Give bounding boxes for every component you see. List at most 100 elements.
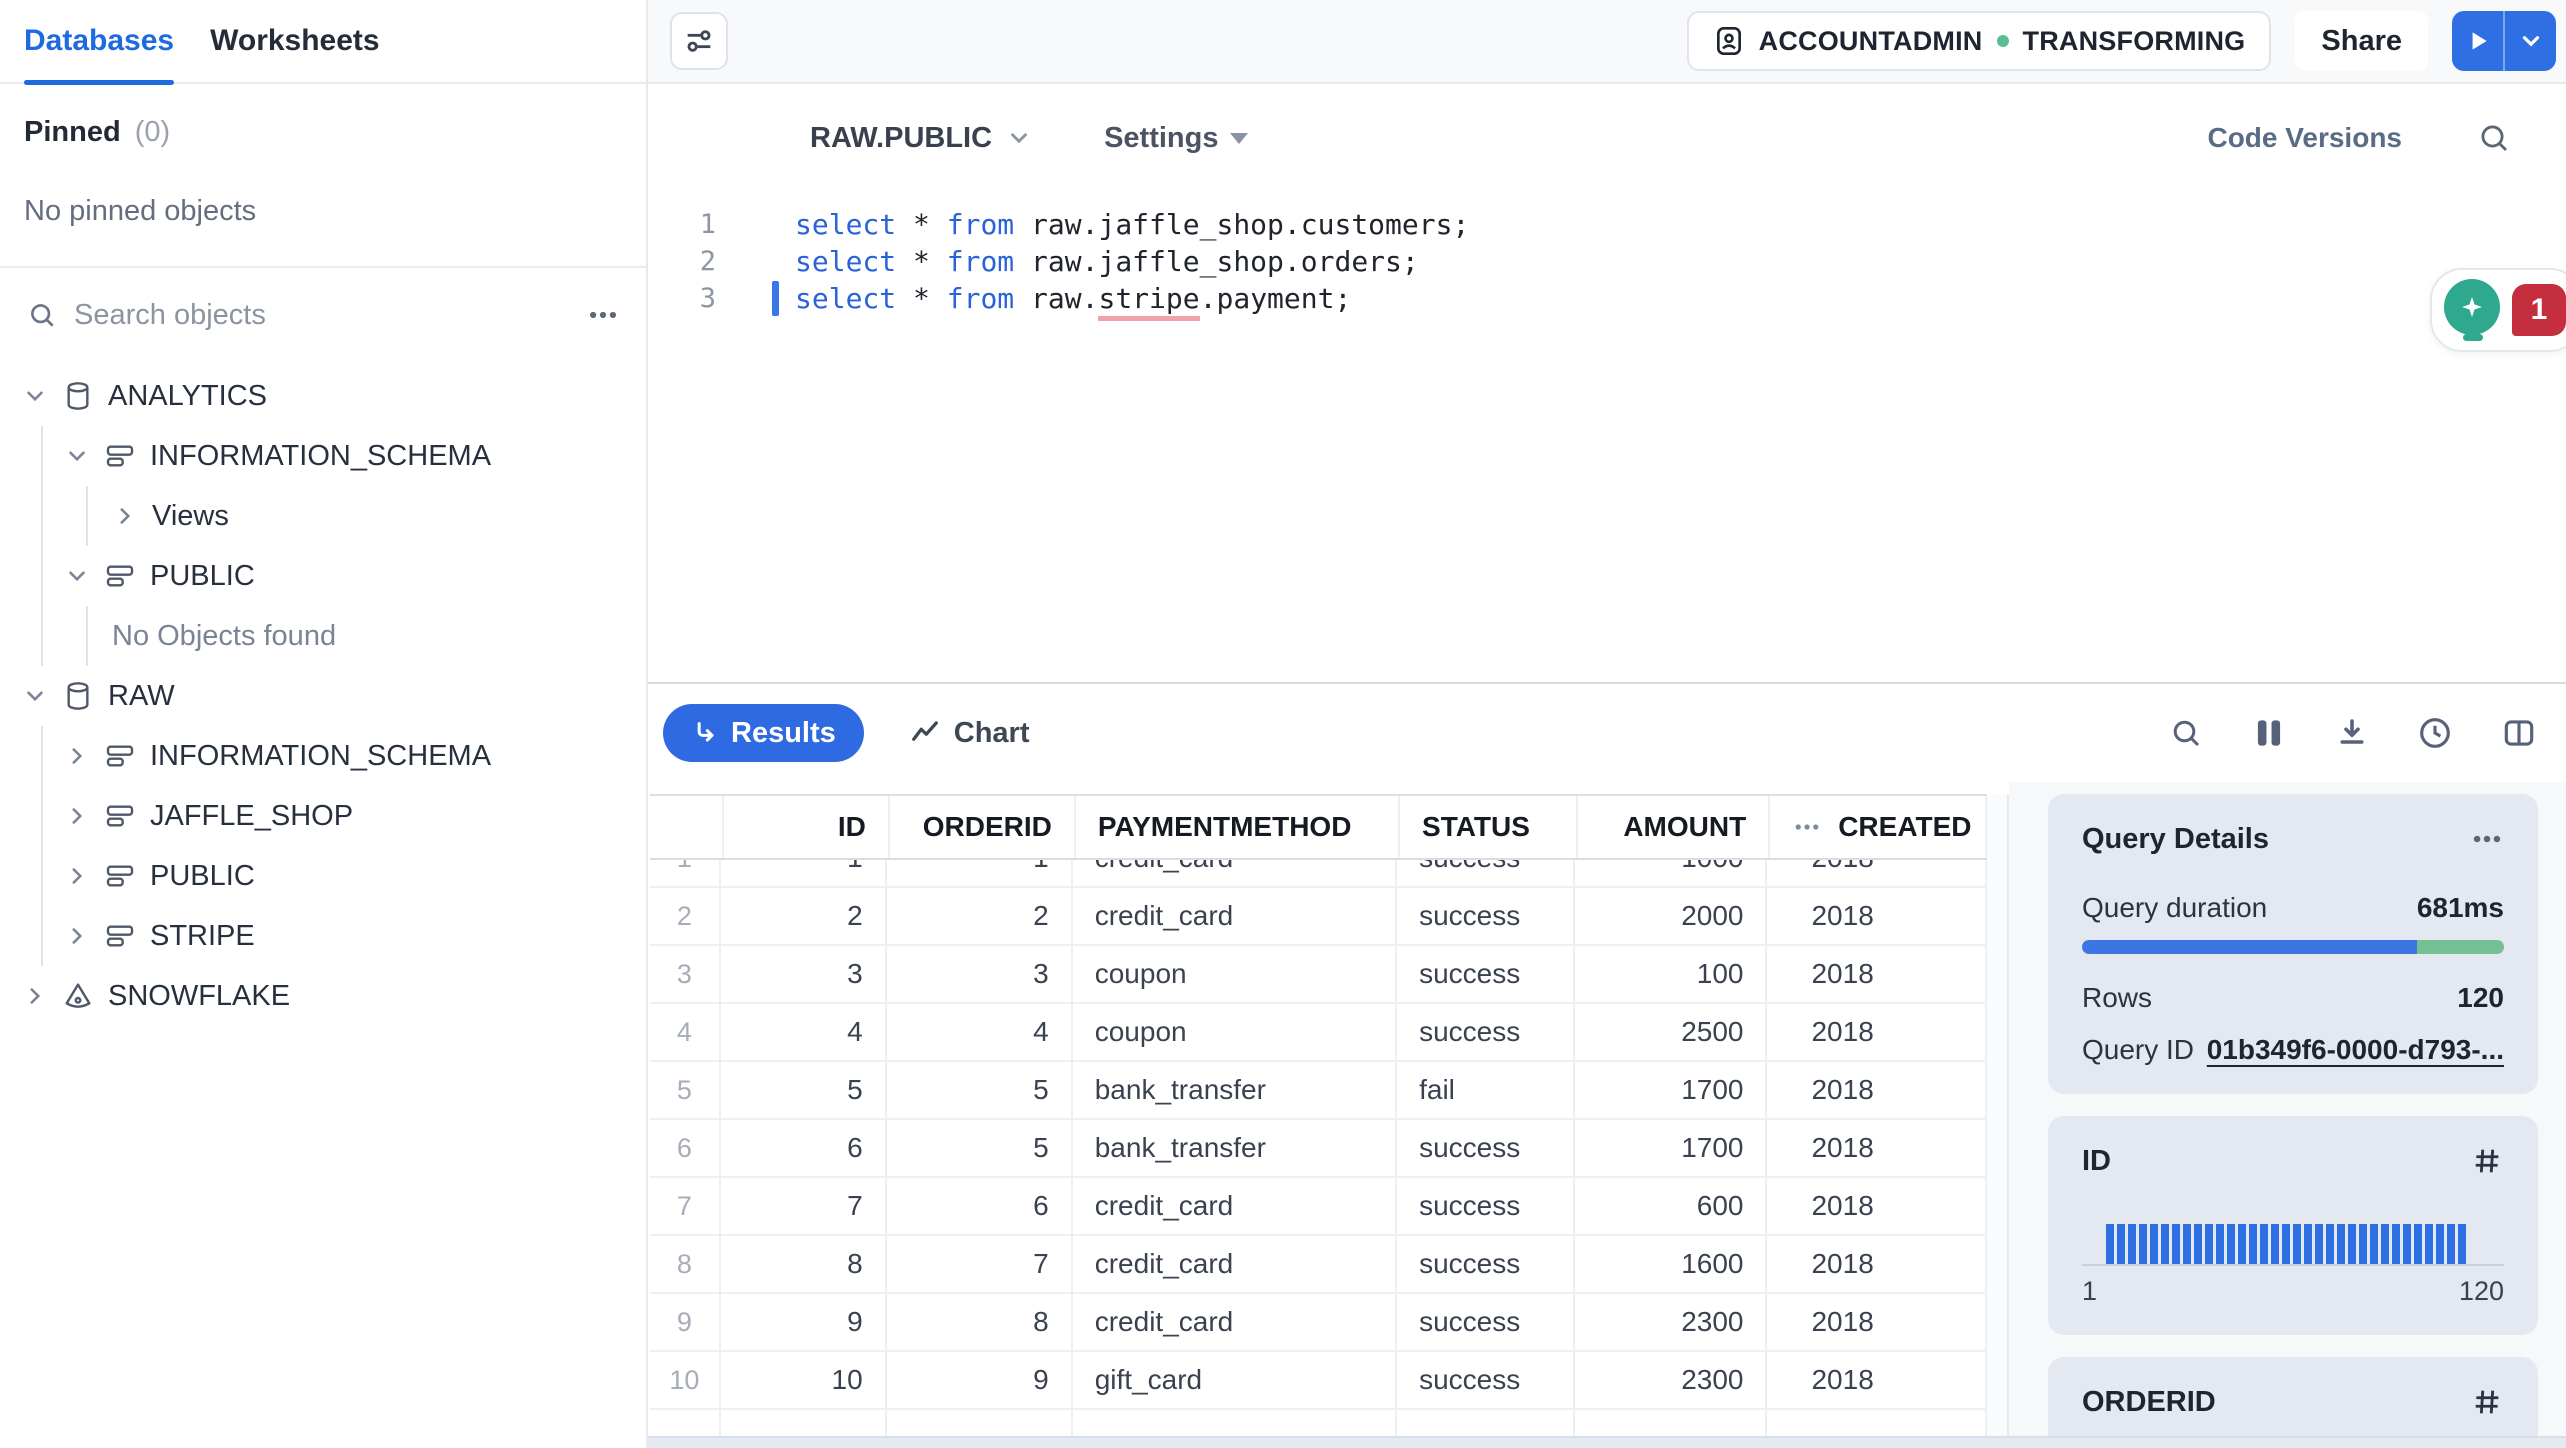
share-button[interactable]: Share [2295, 11, 2428, 71]
row-number[interactable]: 10 [650, 1352, 721, 1408]
code-versions-link[interactable]: Code Versions [2207, 122, 2402, 153]
table-cell[interactable]: 6 [721, 1120, 887, 1176]
table-cell[interactable]: success [1397, 1004, 1576, 1060]
table-row[interactable]: 10 10 9 gift_card success 2300 2018 [650, 1352, 1987, 1410]
table-cell[interactable]: 1600 [1575, 1236, 1768, 1292]
chevron-right-icon[interactable] [64, 743, 90, 769]
table-cell[interactable]: 8 [887, 1294, 1073, 1350]
columns-icon[interactable] [2250, 714, 2288, 752]
settings-dropdown[interactable]: Settings [1104, 122, 1249, 155]
chevron-right-icon[interactable] [64, 923, 90, 949]
worksheet-config-button[interactable] [670, 12, 728, 70]
chevron-down-icon[interactable] [22, 683, 48, 709]
table-cell[interactable]: 3 [887, 946, 1073, 1002]
table-cell[interactable]: 5 [887, 1062, 1073, 1118]
tab-databases[interactable]: Databases [24, 0, 175, 85]
column-header-status[interactable]: STATUS [1400, 796, 1579, 858]
table-cell[interactable] [1575, 1410, 1768, 1436]
run-options-button[interactable] [2505, 11, 2556, 71]
table-cell[interactable]: gift_card [1073, 1352, 1398, 1408]
tree-item-public[interactable]: PUBLIC [0, 546, 646, 606]
tree-item-analytics[interactable]: ANALYTICS [0, 366, 646, 426]
table-vertical-scrollbar[interactable] [1985, 794, 2009, 1436]
table-cell[interactable] [1073, 1410, 1398, 1436]
table-cell[interactable]: bank_transfer [1073, 1062, 1398, 1118]
table-cell[interactable]: 2018 [1767, 1004, 1987, 1060]
table-cell[interactable]: success [1397, 1352, 1576, 1408]
row-number[interactable]: 5 [650, 1062, 721, 1118]
chevron-down-icon[interactable] [64, 443, 90, 469]
results-search-icon[interactable] [2168, 715, 2204, 751]
row-number[interactable]: 8 [650, 1236, 721, 1292]
table-cell[interactable]: success [1397, 888, 1576, 944]
table-cell[interactable] [721, 1410, 887, 1436]
table-cell[interactable]: 2000 [1575, 888, 1768, 944]
table-cell[interactable]: 2 [887, 888, 1073, 944]
chevron-down-icon[interactable] [22, 383, 48, 409]
table-cell[interactable]: 2300 [1575, 1352, 1768, 1408]
horizontal-scrollbar[interactable] [648, 1436, 2566, 1448]
table-cell[interactable]: 2018 [1767, 1294, 1987, 1350]
table-cell[interactable]: success [1397, 1120, 1576, 1176]
chevron-right-icon[interactable] [112, 503, 138, 529]
row-number[interactable]: 1 [650, 860, 721, 886]
table-cell[interactable]: 6 [887, 1178, 1073, 1234]
table-cell[interactable]: 100 [1575, 946, 1768, 1002]
run-button[interactable] [2452, 11, 2505, 71]
tab-worksheets[interactable]: Worksheets [210, 24, 380, 57]
tree-item-raw[interactable]: RAW [0, 666, 646, 726]
tree-item-views[interactable]: Views [0, 486, 646, 546]
table-row[interactable]: 7 7 6 credit_card success 600 2018 [650, 1178, 1987, 1236]
table-cell[interactable]: 2300 [1575, 1294, 1768, 1350]
context-selector[interactable]: ACCOUNTADMIN TRANSFORMING [1686, 11, 2272, 71]
code-area[interactable]: 1 select * from raw.jaffle_shop.customers… [648, 206, 2566, 321]
table-cell[interactable] [1767, 1410, 1987, 1436]
editor-search-icon[interactable] [2476, 120, 2512, 156]
table-cell[interactable]: credit_card [1073, 1294, 1398, 1350]
table-viewport[interactable]: 111credit_cardsuccess10002018222credit_c… [650, 860, 1987, 1436]
tab-chart[interactable]: Chart [910, 717, 1030, 750]
tree-item-snowflake[interactable]: SNOWFLAKE [0, 966, 646, 1026]
table-row[interactable]: 3 3 3 coupon success 100 2018 [650, 946, 1987, 1004]
table-cell[interactable]: bank_transfer [1073, 1120, 1398, 1176]
table-row[interactable]: 4 4 4 coupon success 2500 2018 [650, 1004, 1987, 1062]
row-number[interactable]: 2 [650, 888, 721, 944]
table-cell[interactable]: 1700 [1575, 1062, 1768, 1118]
column-header-paymentmethod[interactable]: PAYMENTMETHOD [1076, 796, 1401, 858]
column-header-created[interactable]: CREATED [1770, 796, 1987, 858]
table-row[interactable]: 9 9 8 credit_card success 2300 2018 [650, 1294, 1987, 1352]
table-cell[interactable] [1397, 1410, 1576, 1436]
table-cell[interactable]: 2018 [1767, 1120, 1987, 1176]
table-cell[interactable]: success [1397, 946, 1576, 1002]
chevron-right-icon[interactable] [64, 803, 90, 829]
table-row[interactable]: 6 6 5 bank_transfer success 1700 2018 [650, 1120, 1987, 1178]
tree-item-information-schema[interactable]: INFORMATION_SCHEMA [0, 426, 646, 486]
tree-item-jaffle-shop[interactable]: JAFFLE_SHOP [0, 786, 646, 846]
table-row[interactable]: 111credit_cardsuccess10002018 [650, 860, 1987, 888]
split-panel-icon[interactable] [2500, 714, 2538, 752]
table-cell[interactable]: 2018 [1767, 1352, 1987, 1408]
table-cell[interactable]: 10 [721, 1352, 887, 1408]
row-number[interactable]: 9 [650, 1294, 721, 1350]
table-cell[interactable]: 4 [887, 1004, 1073, 1060]
table-cell[interactable]: 5 [721, 1062, 887, 1118]
table-cell[interactable]: credit_card [1073, 860, 1398, 886]
table-cell[interactable]: 9 [721, 1294, 887, 1350]
table-cell[interactable]: 9 [887, 1352, 1073, 1408]
table-cell[interactable]: 600 [1575, 1178, 1768, 1234]
table-cell[interactable]: 5 [887, 1120, 1073, 1176]
table-cell[interactable]: 2018 [1767, 1062, 1987, 1118]
table-row[interactable]: 5 5 5 bank_transfer fail 1700 2018 [650, 1062, 1987, 1120]
table-cell[interactable]: 1 [887, 860, 1073, 886]
table-cell[interactable]: credit_card [1073, 1178, 1398, 1234]
code-line-1[interactable]: 1 select * from raw.jaffle_shop.customers… [648, 206, 2566, 243]
copilot-suggestion-button[interactable]: 1 [2430, 268, 2566, 352]
table-cell[interactable] [887, 1410, 1073, 1436]
table-cell[interactable]: 1000 [1575, 860, 1768, 886]
query-details-menu-icon[interactable] [2470, 822, 2504, 856]
table-cell[interactable]: 8 [721, 1236, 887, 1292]
chevron-down-icon[interactable] [64, 563, 90, 589]
table-cell[interactable]: credit_card [1073, 888, 1398, 944]
query-id-link[interactable]: 01b349f6-0000-d793-... [2206, 1034, 2504, 1065]
tree-item-public[interactable]: PUBLIC [0, 846, 646, 906]
